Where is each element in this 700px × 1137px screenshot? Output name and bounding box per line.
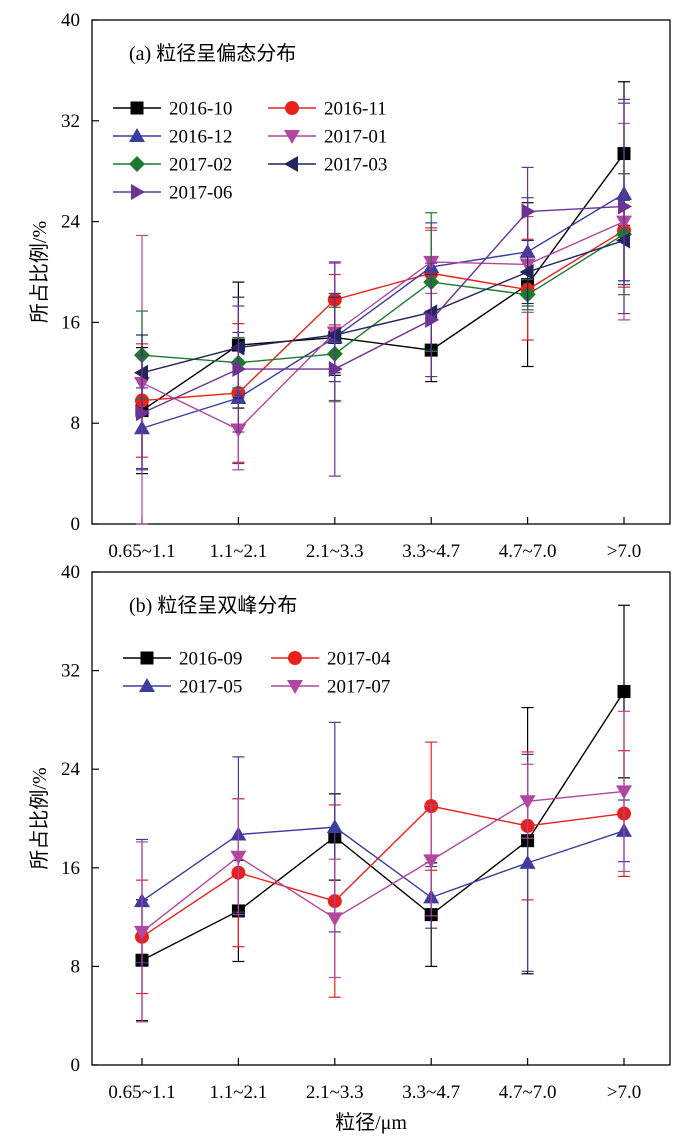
data-point [425, 311, 440, 328]
data-point [519, 795, 536, 810]
y-tick-label: 40 [61, 10, 80, 31]
series-line [141, 239, 625, 374]
legend-marker [287, 680, 303, 694]
legend-label: 2016-10 [169, 99, 232, 120]
y-tick-label: 40 [61, 562, 80, 583]
data-point [616, 785, 632, 800]
series-line [141, 233, 625, 364]
y-tick-label: 24 [61, 759, 81, 780]
data-point [136, 405, 150, 422]
y-tick-label: 8 [71, 956, 81, 977]
data-point [618, 198, 632, 215]
data-point [134, 925, 150, 940]
data-point [328, 361, 343, 378]
legend-label: 2017-07 [327, 677, 390, 698]
y-axis-label: 所占比例/% [28, 221, 51, 323]
plot-frame [91, 571, 671, 1066]
legend-marker [130, 101, 144, 115]
legend: 2016-09 2017-04 2017-05 2017-07 [123, 649, 391, 698]
series-line [141, 193, 625, 429]
legend-marker [131, 184, 145, 200]
legend-marker [285, 101, 299, 115]
x-tick-label: 1.1~2.1 [210, 541, 268, 562]
series-2017-05 [134, 721, 632, 972]
series-2017-06 [136, 98, 632, 477]
legend-marker [284, 156, 298, 172]
data-point [423, 854, 440, 869]
y-axis-label: 所占比例/% [28, 767, 51, 869]
legend-marker [140, 651, 154, 665]
panel-title: (b) 粒径呈双峰分布 [129, 594, 297, 617]
y-tick-label: 0 [71, 1055, 81, 1076]
series-2017-03 [134, 199, 630, 412]
data-point [326, 327, 341, 343]
y-tick-label: 32 [61, 661, 80, 682]
series-line [141, 826, 625, 902]
series-line [141, 229, 625, 402]
series-line [141, 220, 625, 431]
y-tick-label: 0 [71, 514, 81, 535]
x-tick-label: 0.65~1.1 [108, 1082, 175, 1103]
data-point [617, 685, 631, 699]
series-line [141, 205, 625, 414]
data-point [519, 264, 534, 280]
x-tick-label: 3.3~4.7 [402, 541, 460, 562]
legend-marker [284, 130, 300, 144]
data-point [134, 364, 148, 381]
x-tick-label: >7.0 [607, 1082, 641, 1103]
y-tick-label: 32 [61, 111, 80, 132]
series-line [141, 691, 625, 961]
x-tick-label: 2.1~3.3 [306, 541, 364, 562]
legend-marker [129, 128, 145, 142]
data-point [326, 912, 343, 927]
data-point [616, 232, 630, 249]
series-line [141, 805, 625, 938]
legend-label: 2016-11 [324, 99, 387, 120]
series-2017-07 [134, 710, 632, 1023]
legend-label: 2016-12 [169, 127, 232, 148]
plot-frame [91, 19, 671, 525]
x-tick-label: 1.1~2.1 [210, 1082, 268, 1103]
panel-title: (a) 粒径呈偏态分布 [129, 42, 296, 65]
data-point [230, 339, 245, 356]
panel-b: 0 8 16 24 32 40 0.65~1.1 1.1~2.1 2.1~3.3 3.3~4.7 4… [28, 562, 671, 1134]
legend-label: 2017-03 [324, 155, 387, 176]
series-line [141, 790, 625, 933]
legend-label: 2017-02 [169, 155, 232, 176]
data-point [521, 203, 536, 220]
y-tick-label: 24 [61, 212, 81, 233]
data-point [232, 361, 247, 378]
legend-label: 2017-05 [179, 677, 242, 698]
y-tick-label: 16 [61, 312, 80, 333]
x-tick-label: 4.7~7.0 [499, 541, 557, 562]
x-tick-label: 4.7~7.0 [499, 1082, 557, 1103]
x-tick-label: 0.65~1.1 [108, 541, 175, 562]
legend-marker [288, 651, 302, 665]
legend: 2016-10 2016-11 2016-12 2017-01 2017-02 2017-… [113, 99, 387, 204]
legend-marker [139, 678, 155, 692]
data-point [326, 819, 343, 834]
legend-label: 2017-04 [327, 649, 391, 670]
data-point [230, 850, 247, 865]
data-point [519, 854, 536, 869]
legend-label: 2017-06 [169, 183, 232, 204]
y-tick-label: 16 [61, 858, 80, 879]
legend-marker [129, 156, 145, 172]
legend-label: 2016-09 [179, 649, 242, 670]
x-tick-label: 3.3~4.7 [402, 1082, 460, 1103]
series-2017-04 [135, 741, 631, 998]
y-tick-label: 8 [71, 413, 81, 434]
legend-label: 2017-01 [324, 127, 387, 148]
x-tick-label: 2.1~3.3 [306, 1082, 364, 1103]
panel-a: 0 8 16 24 32 40 0.65~1.1 1.1~2.1 2.1~3.3 3.3~4.7 4… [28, 10, 671, 562]
x-tick-label: >7.0 [607, 541, 641, 562]
x-axis-label: 粒径/μm [335, 1111, 407, 1134]
